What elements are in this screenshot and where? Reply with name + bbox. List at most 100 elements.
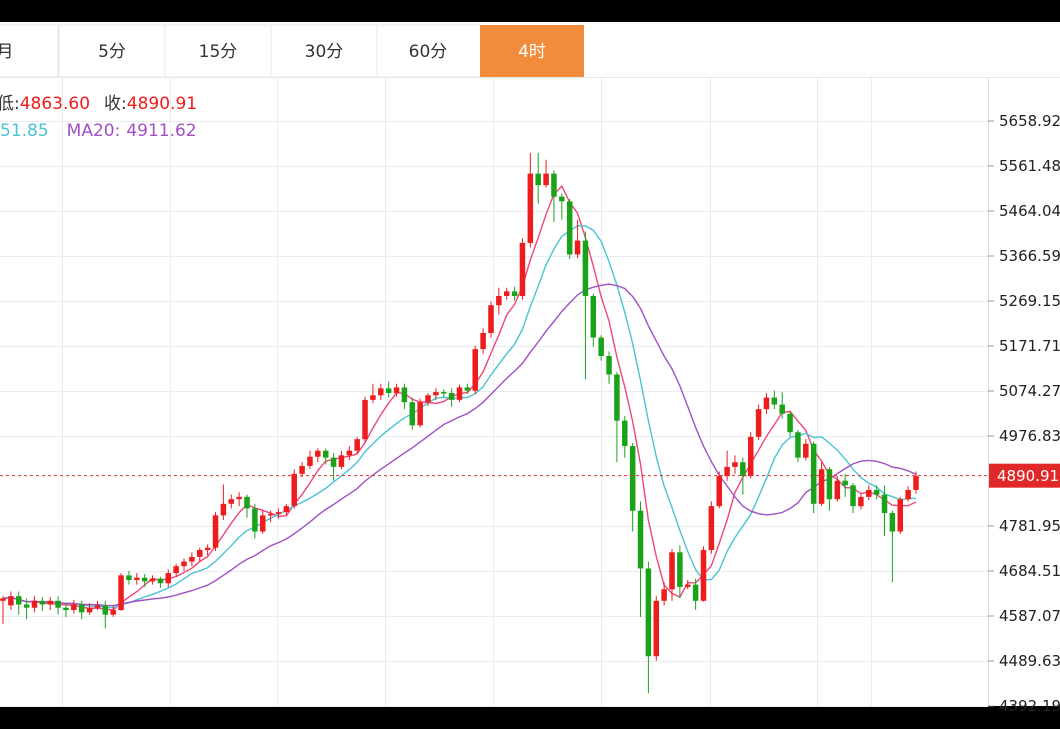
candle-body-76 — [598, 337, 604, 357]
candle-body-102 — [803, 443, 809, 458]
candle-body-89 — [700, 549, 707, 601]
tab-30min[interactable]: 30分 — [270, 24, 378, 78]
candle-body-103 — [810, 443, 817, 504]
candle-body-19 — [149, 578, 156, 582]
candle-body-22 — [173, 566, 179, 574]
candle-body-54 — [425, 395, 431, 403]
candle-body-61 — [480, 332, 486, 350]
tab-4h[interactable]: 4时 — [480, 25, 584, 77]
tab-60min-bg — [376, 24, 482, 78]
candle-body-60 — [472, 349, 478, 391]
price-tick-label-9: 4684.51 — [999, 562, 1060, 580]
candle-body-57 — [448, 392, 455, 400]
tab-5min[interactable]: 5分 — [58, 24, 166, 78]
candle-body-85 — [669, 552, 675, 590]
candle-body-27 — [212, 515, 219, 548]
candle-body-35 — [275, 512, 282, 514]
candle-body-9 — [71, 604, 77, 611]
candle-body-108 — [850, 485, 856, 507]
candle-body-64 — [503, 291, 510, 296]
candle-body-73 — [574, 240, 581, 255]
candle-body-39 — [307, 456, 313, 466]
info-overlay: 低:4863.60 收:4890.91 51.85 MA20: 4911.62 — [0, 94, 197, 141]
candle-body-68 — [535, 173, 541, 186]
candle-body-46 — [362, 399, 368, 440]
candle-body-31 — [244, 496, 250, 509]
top-black-bar — [0, 0, 1060, 22]
candle-body-109 — [858, 496, 864, 507]
price-tick-label-2: 5464.04 — [999, 202, 1060, 220]
candle-body-75 — [590, 295, 597, 338]
candle-body-1 — [8, 596, 14, 606]
candle-body-47 — [370, 395, 376, 400]
candle-body-4 — [31, 600, 38, 608]
candle-body-52 — [409, 402, 416, 426]
tab-5min-bg — [58, 24, 166, 78]
candle-body-113 — [889, 513, 896, 532]
candle-body-72 — [566, 201, 573, 255]
price-tick-label-7: 4976.83 — [999, 427, 1060, 445]
ma20-line — [2, 283, 917, 607]
candle-body-23 — [181, 561, 187, 567]
candle-body-95 — [747, 436, 754, 477]
close-label: 收: — [104, 94, 127, 114]
candle-body-11 — [86, 607, 93, 613]
candle-body-25 — [197, 549, 203, 557]
candle-body-50 — [393, 387, 400, 393]
tab-30min-label: 30分 — [305, 42, 344, 62]
price-tick-label-8: 4781.95 — [999, 517, 1060, 535]
current-price-box — [989, 463, 1060, 488]
candle-body-84 — [661, 589, 667, 601]
timeframe-tabs: 月 5分 15分 30分 60分 4时 — [0, 24, 1060, 78]
candle-body-96 — [755, 409, 762, 437]
current-price-indicator: 4890.91 — [0, 463, 1060, 488]
candle-body-93 — [732, 462, 738, 467]
candle-body-100 — [787, 413, 793, 433]
candle-body-40 — [315, 450, 321, 457]
candle-body-55 — [433, 392, 439, 396]
candle-body-112 — [881, 494, 888, 514]
close-value: 4890.91 — [127, 94, 197, 114]
candle-body-36 — [283, 506, 290, 513]
price-tick-label-1: 5561.48 — [999, 157, 1060, 175]
candle-body-16 — [126, 575, 132, 581]
chart-background — [0, 22, 1060, 706]
candle-body-65 — [511, 291, 518, 296]
candle-body-5 — [39, 600, 46, 605]
tab-5min-label: 5分 — [98, 42, 126, 62]
ma20-value: 4911.62 — [126, 121, 196, 141]
candle-body-42 — [330, 457, 337, 467]
candle-body-69 — [543, 173, 549, 186]
candle-body-30 — [236, 496, 242, 500]
candle-body-13 — [102, 605, 109, 615]
candle-body-0 — [0, 598, 6, 601]
price-tick-label-12: 4392.19 — [999, 697, 1060, 715]
candle-body-99 — [779, 404, 785, 414]
candle-body-49 — [385, 388, 392, 393]
candle-body-7 — [55, 600, 61, 608]
candle-body-3 — [23, 604, 30, 608]
candle-body-59 — [464, 387, 471, 391]
tab-15min[interactable]: 15分 — [164, 24, 272, 78]
candle-body-82 — [645, 568, 652, 657]
candle-body-78 — [614, 374, 620, 421]
tab-60min[interactable]: 60分 — [376, 24, 482, 78]
candle-body-12 — [94, 605, 101, 608]
candle-body-53 — [417, 402, 423, 426]
candle-body-48 — [378, 388, 384, 396]
candle-body-105 — [826, 469, 833, 500]
price-tick-label-11: 4489.63 — [999, 652, 1060, 670]
tab-month-label: 月 — [0, 42, 14, 62]
candle-body-2 — [15, 596, 22, 605]
candle-body-56 — [441, 392, 447, 394]
candle-body-14 — [110, 610, 116, 615]
candle-body-15 — [118, 575, 124, 611]
tab-4h-bg — [480, 25, 584, 77]
candle-body-104 — [818, 469, 825, 504]
candle-body-62 — [488, 305, 494, 333]
candle-body-21 — [165, 573, 172, 584]
candle-body-88 — [692, 584, 699, 601]
candles — [0, 152, 919, 694]
tab-month[interactable]: 月 — [0, 24, 59, 78]
